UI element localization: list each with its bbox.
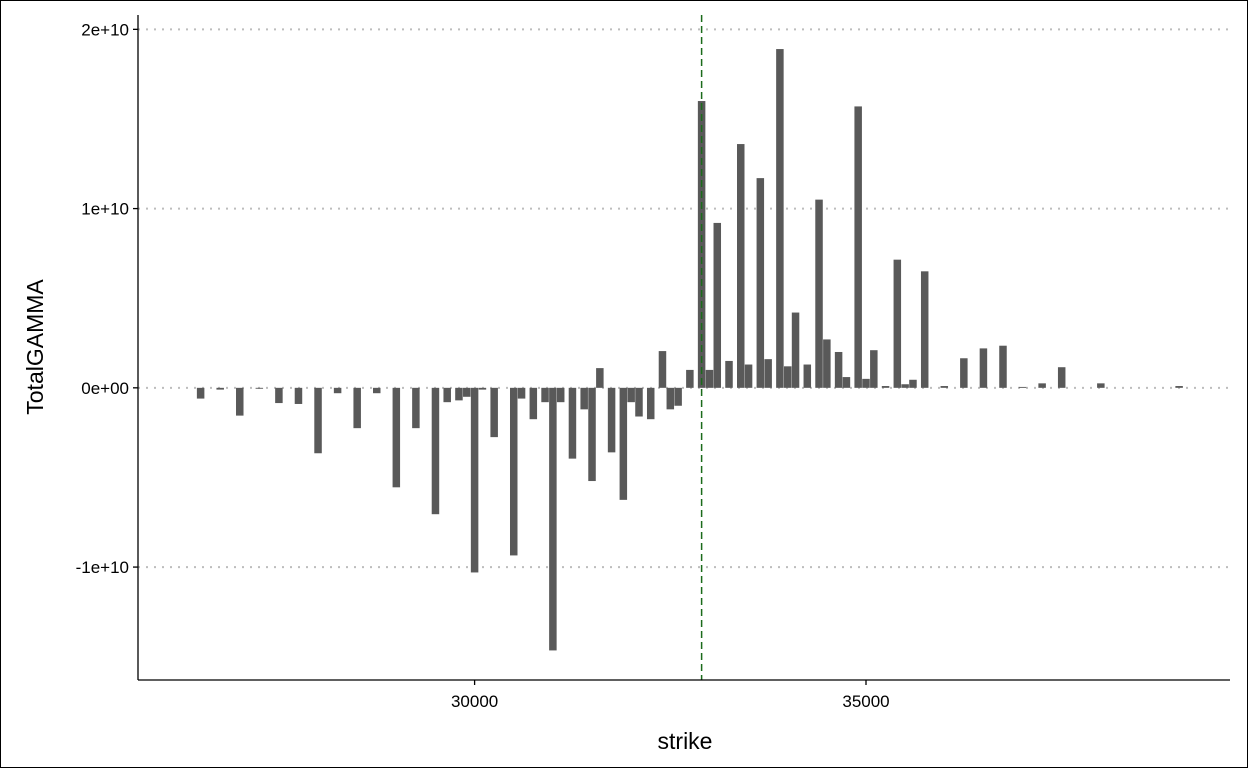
bar-30: [619, 387, 628, 500]
bar-28: [596, 368, 604, 388]
bar-37: [686, 369, 694, 388]
bar-4: [275, 387, 283, 404]
bar-25: [568, 387, 577, 459]
bar-51: [823, 339, 831, 388]
bar-24: [556, 387, 565, 403]
bar-22: [541, 387, 549, 403]
y-ticks: -1e+10 0e+00 1e+10 2e+10: [76, 20, 138, 577]
bar-54: [854, 106, 862, 388]
bar-17: [478, 387, 487, 390]
bar-42: [737, 144, 745, 388]
bar-8: [353, 387, 361, 429]
bar-20: [517, 387, 526, 399]
y-tick-label-1: 0e+00: [81, 379, 129, 398]
x-tick-label-1: 35000: [842, 692, 889, 711]
bar-58: [893, 259, 902, 388]
bar-50: [815, 199, 823, 388]
bar-1: [216, 387, 224, 390]
bar-0: [196, 387, 205, 399]
bar-53: [842, 377, 851, 388]
bar-59: [901, 384, 909, 388]
bar-2: [236, 387, 244, 416]
bar-19: [509, 387, 518, 556]
bar-18: [490, 387, 498, 438]
x-ticks: 30000 35000: [451, 680, 890, 711]
bar-29: [607, 387, 616, 453]
bar-40: [713, 222, 722, 388]
bar-55: [862, 378, 870, 388]
bar-16: [470, 387, 479, 573]
bar-10: [392, 387, 401, 488]
y-tick-label-3: 2e+10: [81, 20, 129, 39]
bar-64: [979, 348, 988, 388]
bar-9: [373, 387, 381, 394]
bar-7: [333, 387, 342, 394]
bar-35: [666, 387, 675, 410]
bar-11: [412, 387, 420, 429]
bar-23: [549, 387, 557, 651]
axes: [137, 15, 1230, 681]
bar-69: [1097, 383, 1105, 388]
bar-67: [1038, 383, 1046, 388]
bar-47: [783, 366, 792, 388]
bar-31: [627, 387, 635, 403]
y-tick-label-2: 1e+10: [81, 200, 129, 219]
bar-61: [920, 271, 929, 388]
bar-3: [255, 387, 264, 389]
bar-26: [580, 387, 588, 410]
bar-48: [791, 312, 800, 388]
bar-70: [1175, 386, 1183, 388]
bar-52: [834, 351, 843, 388]
bar-43: [744, 364, 753, 388]
bar-34: [658, 351, 667, 388]
bar-45: [764, 359, 772, 388]
bar-27: [588, 387, 596, 482]
bar-15: [463, 387, 471, 397]
bar-60: [909, 379, 917, 388]
bar-41: [725, 360, 733, 388]
bars: [196, 49, 1183, 651]
bar-65: [999, 345, 1007, 388]
bar-6: [314, 387, 322, 454]
bar-49: [803, 364, 812, 388]
bar-62: [940, 386, 949, 388]
bar-33: [646, 387, 655, 420]
bar-5: [294, 387, 303, 404]
bar-56: [870, 350, 878, 388]
bar-39: [705, 369, 714, 388]
bar-46: [776, 49, 784, 388]
y-tick-label-0: -1e+10: [76, 558, 129, 577]
bar-13: [443, 387, 451, 403]
bar-14: [455, 387, 463, 401]
y-axis-title: TotalGAMMA: [22, 279, 48, 415]
bar-32: [635, 387, 643, 417]
x-tick-label-0: 30000: [451, 692, 498, 711]
bar-38: [697, 101, 706, 388]
bar-36: [674, 387, 682, 406]
bar-57: [881, 386, 890, 388]
x-axis-title: strike: [658, 728, 713, 754]
bar-68: [1057, 367, 1066, 388]
grid-lines: [138, 28, 1230, 569]
bar-66: [1018, 386, 1027, 388]
bar-21: [529, 387, 538, 420]
bar-44: [756, 178, 765, 388]
bar-63: [960, 358, 968, 388]
bar-12: [431, 387, 440, 515]
